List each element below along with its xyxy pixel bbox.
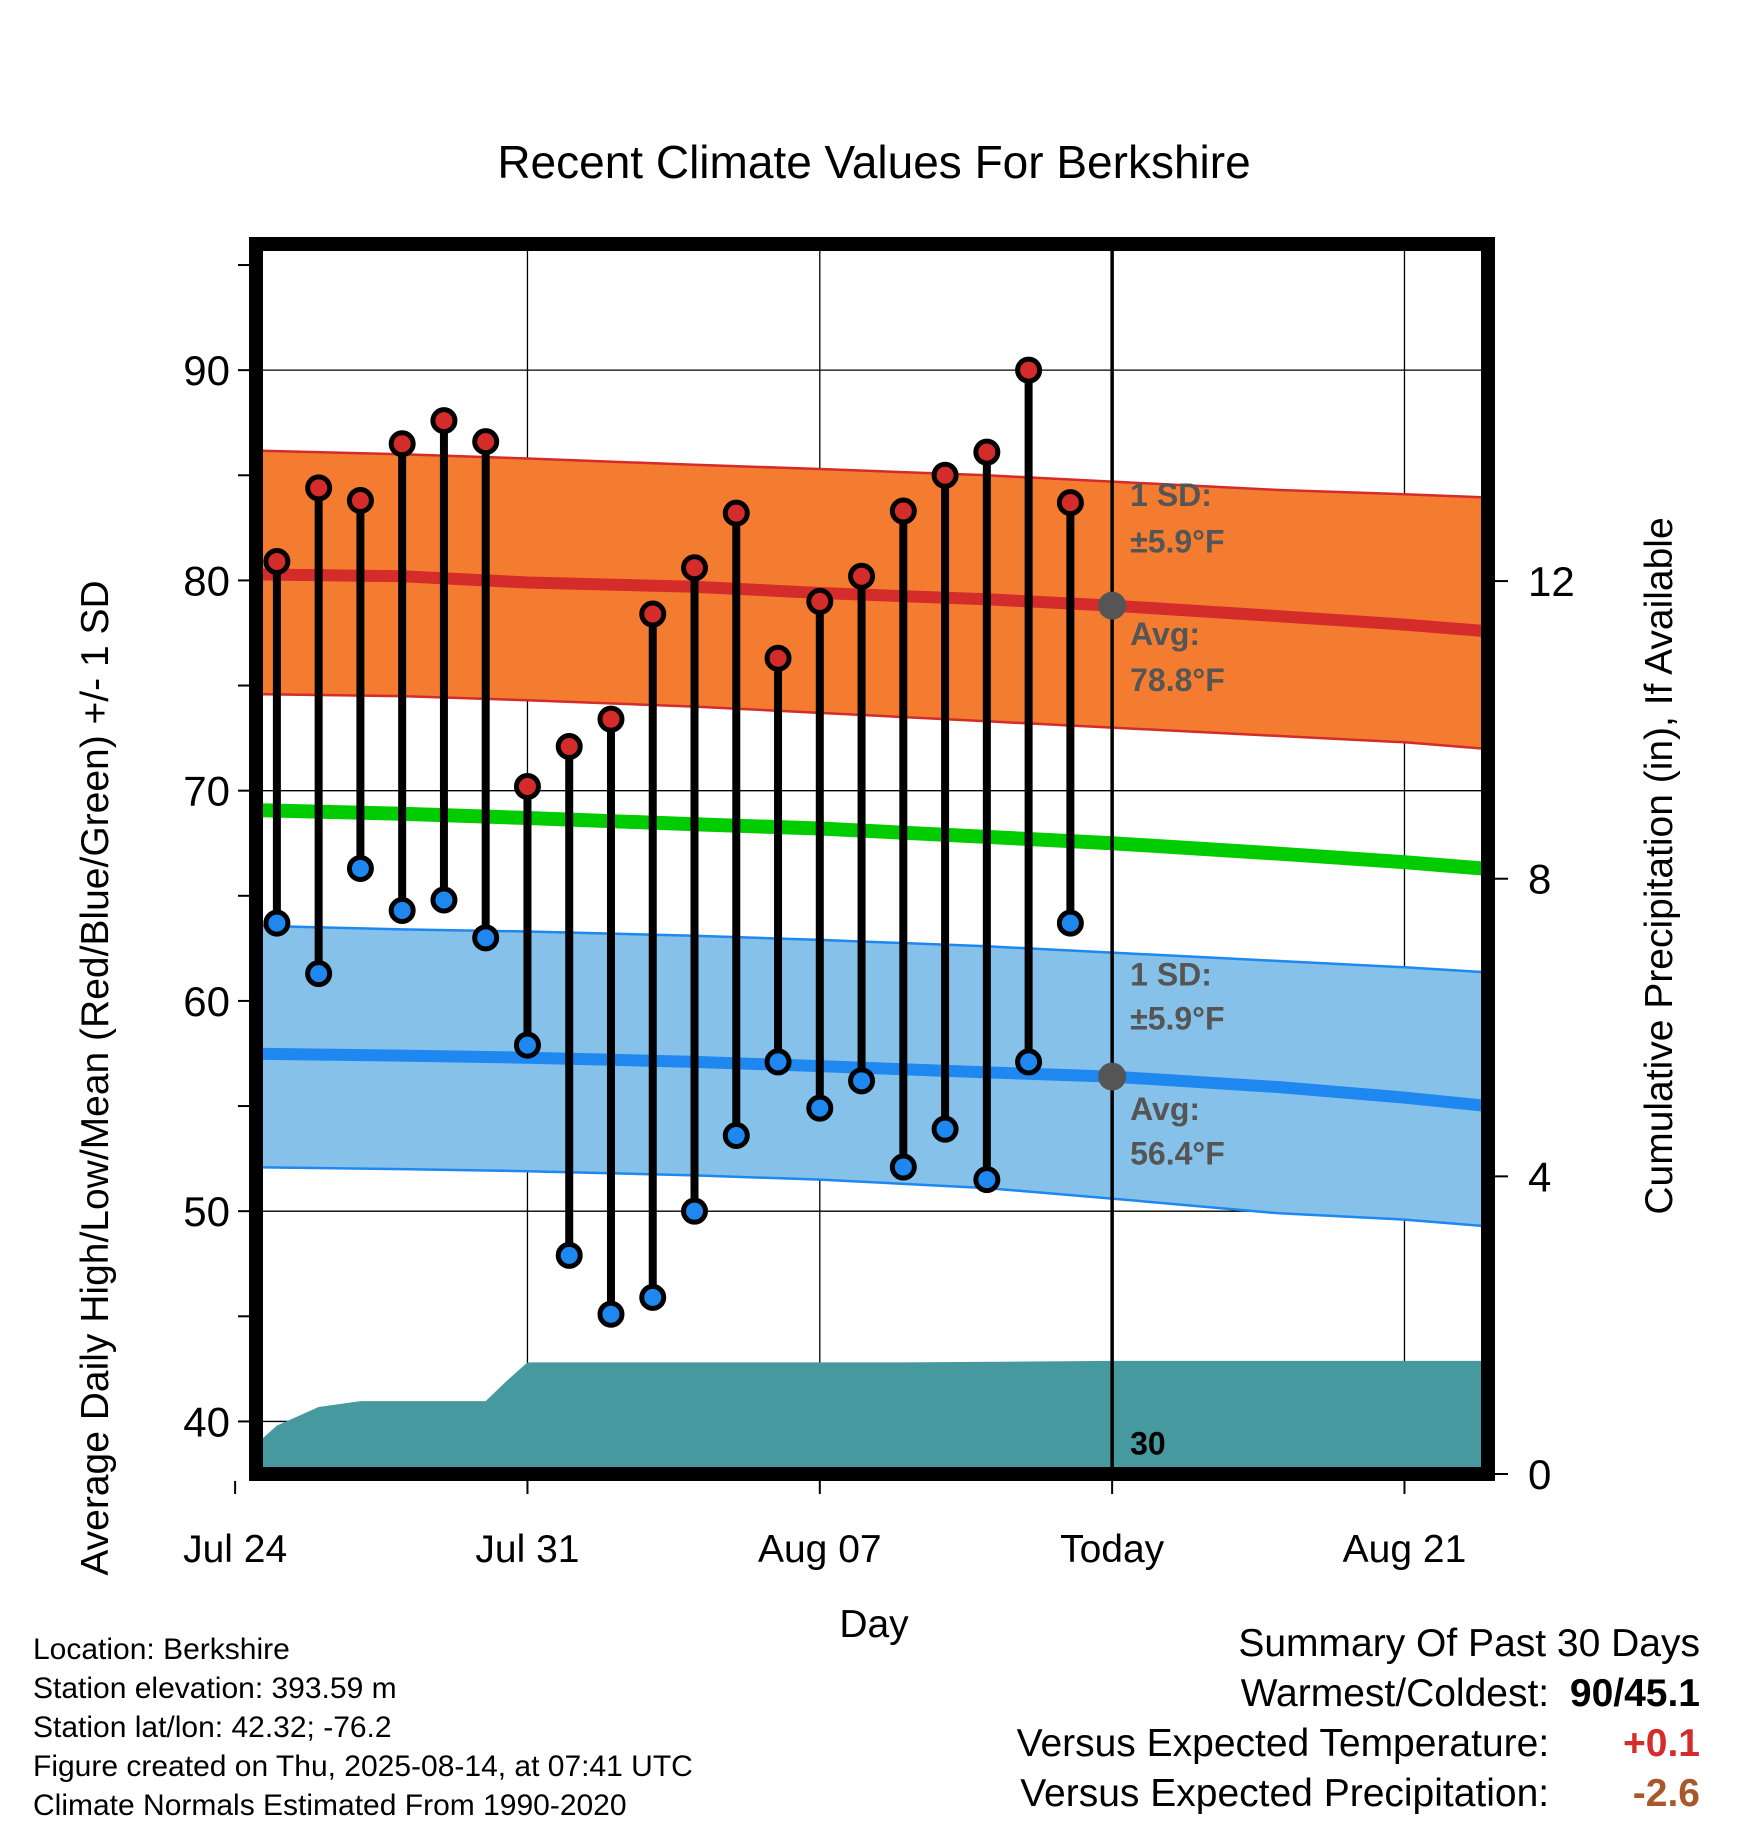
high-point (889, 497, 917, 525)
low-point (388, 897, 416, 925)
high-point (1015, 356, 1043, 384)
high-point (931, 461, 959, 489)
high-point (555, 733, 583, 761)
low-point (973, 1166, 1001, 1194)
y-axis-label-left: Average Daily High/Low/Mean (Red/Blue/Gr… (74, 580, 117, 1575)
normal-mean-line (256, 803, 1488, 876)
temp-label: Versus Expected Temperature: (1016, 1722, 1550, 1765)
x-axis-label: Day (839, 1603, 909, 1646)
days-count-label: 30 (1130, 1426, 1166, 1462)
low-point (889, 1153, 917, 1181)
low-point (472, 924, 500, 952)
high-point (722, 499, 750, 527)
y-tick-label-right: 8 (1528, 856, 1551, 903)
y-tick-label-right: 12 (1528, 558, 1575, 605)
high-point (388, 430, 416, 458)
precip-value: -2.6 (1632, 1772, 1700, 1815)
low-point (597, 1300, 625, 1328)
y-tick-label-right: 4 (1528, 1153, 1551, 1200)
x-tick-label: Jul 24 (183, 1528, 287, 1571)
low-point (806, 1094, 834, 1122)
precip-area (256, 1360, 1488, 1474)
high-point (346, 487, 374, 515)
low-point (639, 1283, 667, 1311)
y-tick-label-left: 60 (183, 978, 230, 1025)
plot-area: 1 SD: ±5.9°F Avg: 78.8°F 1 SD: ±5.9°F Avg: 56.4… (183, 237, 1575, 1571)
today-high-avg-marker (1098, 591, 1127, 620)
high-point (764, 644, 792, 672)
elevation-text: Station elevation: 393.59 m (33, 1672, 397, 1705)
low-point (346, 854, 374, 882)
low-point (681, 1197, 709, 1225)
summary-warmest-row: Warmest/Coldest: 90/45.1 (1241, 1672, 1700, 1716)
high-point (1056, 489, 1084, 517)
x-tick-label: Aug 21 (1343, 1528, 1467, 1571)
latlon-text: Station lat/lon: 42.32; -76.2 (33, 1711, 392, 1744)
precip-label: Versus Expected Precipitation: (1020, 1772, 1550, 1815)
high-point (973, 438, 1001, 466)
summary-precip-row: Versus Expected Precipitation: -2.6 (1020, 1772, 1700, 1816)
plot-frame (249, 237, 1495, 1481)
high-point (639, 600, 667, 628)
low-sd-band (256, 924, 1488, 1228)
high-point (430, 407, 458, 435)
high-sd-label: 1 SD: (1130, 477, 1212, 513)
y-axis-label-right: Cumulative Precipitation (in), If Availa… (1638, 517, 1681, 1214)
location-text: Location: Berkshire (33, 1633, 290, 1666)
low-point (305, 960, 333, 988)
warmest-label: Warmest/Coldest: (1240, 1672, 1550, 1715)
high-point (848, 562, 876, 590)
low-avg-value: 56.4°F (1130, 1135, 1225, 1171)
x-tick-label: Today (1060, 1528, 1165, 1571)
y-tick-label-left: 80 (183, 557, 230, 604)
y-tick-label-left: 50 (183, 1188, 230, 1235)
plot-content: 1 SD: ±5.9°F Avg: 78.8°F 1 SD: ±5.9°F Avg: 56.4… (256, 244, 1488, 1474)
y-tick-label-left: 90 (183, 347, 230, 394)
low-point (513, 1031, 541, 1059)
low-avg-label: Avg: (1130, 1091, 1200, 1127)
low-sd-label: 1 SD: (1130, 957, 1212, 993)
high-avg-label: Avg: (1130, 616, 1200, 652)
high-point (513, 772, 541, 800)
x-tick-label: Jul 31 (475, 1528, 579, 1571)
high-point (263, 547, 291, 575)
created-text: Figure created on Thu, 2025-08-14, at 07… (33, 1750, 693, 1783)
low-point (1015, 1048, 1043, 1076)
summary-title: Summary Of Past 30 Days (1238, 1622, 1700, 1665)
low-point (263, 909, 291, 937)
y-tick-label-left: 40 (183, 1398, 230, 1445)
y-tick-label-left: 70 (183, 768, 230, 815)
x-tick-label: Aug 07 (758, 1528, 882, 1571)
high-sd-value: ±5.9°F (1130, 523, 1224, 559)
y-tick-label-right: 0 (1528, 1451, 1551, 1498)
low-point (764, 1048, 792, 1076)
today-low-avg-marker (1098, 1062, 1127, 1091)
low-point (555, 1241, 583, 1269)
chart-title: Recent Climate Values For Berkshire (497, 136, 1250, 188)
normals-text: Climate Normals Estimated From 1990-2020 (33, 1789, 627, 1822)
summary-temp-row: Versus Expected Temperature: +0.1 (1017, 1722, 1700, 1766)
low-point (722, 1121, 750, 1149)
warmest-value: 90/45.1 (1569, 1672, 1700, 1715)
high-point (681, 554, 709, 582)
low-sd-value: ±5.9°F (1130, 1001, 1224, 1037)
low-point (848, 1067, 876, 1095)
high-point (806, 587, 834, 615)
high-point (472, 428, 500, 456)
high-point (305, 474, 333, 502)
temp-value: +0.1 (1623, 1722, 1700, 1765)
low-point (430, 886, 458, 914)
high-point (597, 705, 625, 733)
low-point (1056, 909, 1084, 937)
high-avg-value: 78.8°F (1130, 662, 1225, 698)
low-point (931, 1115, 959, 1143)
